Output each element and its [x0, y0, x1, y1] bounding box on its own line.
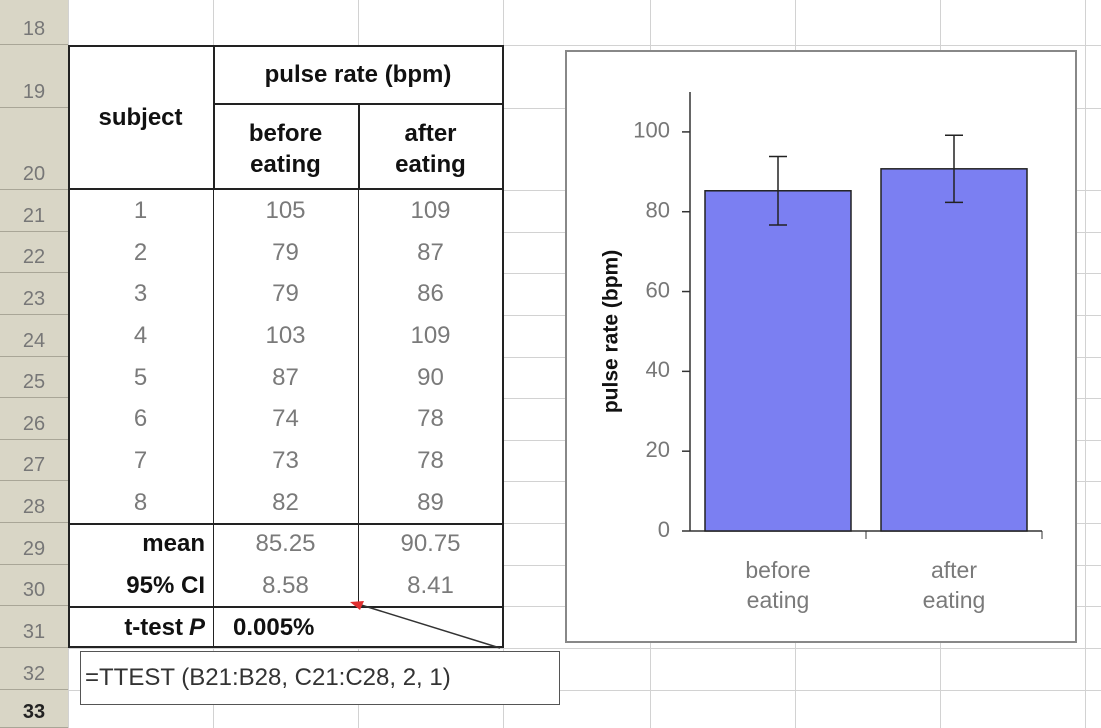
formula-callout: =TTEST (B21:B28, C21:C28, 2, 1)	[80, 651, 560, 705]
y-tick-label: 20	[646, 437, 670, 462]
y-tick-label: 40	[646, 357, 670, 382]
spreadsheet: 18192021222324252627282930313233pulse ra…	[0, 0, 1101, 728]
y-tick-label: 80	[646, 198, 670, 223]
callout-arrow	[358, 604, 500, 648]
x-tick-label: before eating	[708, 556, 848, 636]
y-tick-label: 0	[658, 517, 670, 542]
y-tick-label: 60	[646, 277, 670, 302]
bar	[881, 169, 1027, 531]
y-tick-label: 100	[633, 118, 670, 143]
bar	[705, 191, 851, 531]
x-tick-label: after eating	[884, 556, 1024, 636]
arrow-head	[350, 601, 364, 610]
y-axis-label: pulse rate (bpm)	[600, 250, 623, 413]
